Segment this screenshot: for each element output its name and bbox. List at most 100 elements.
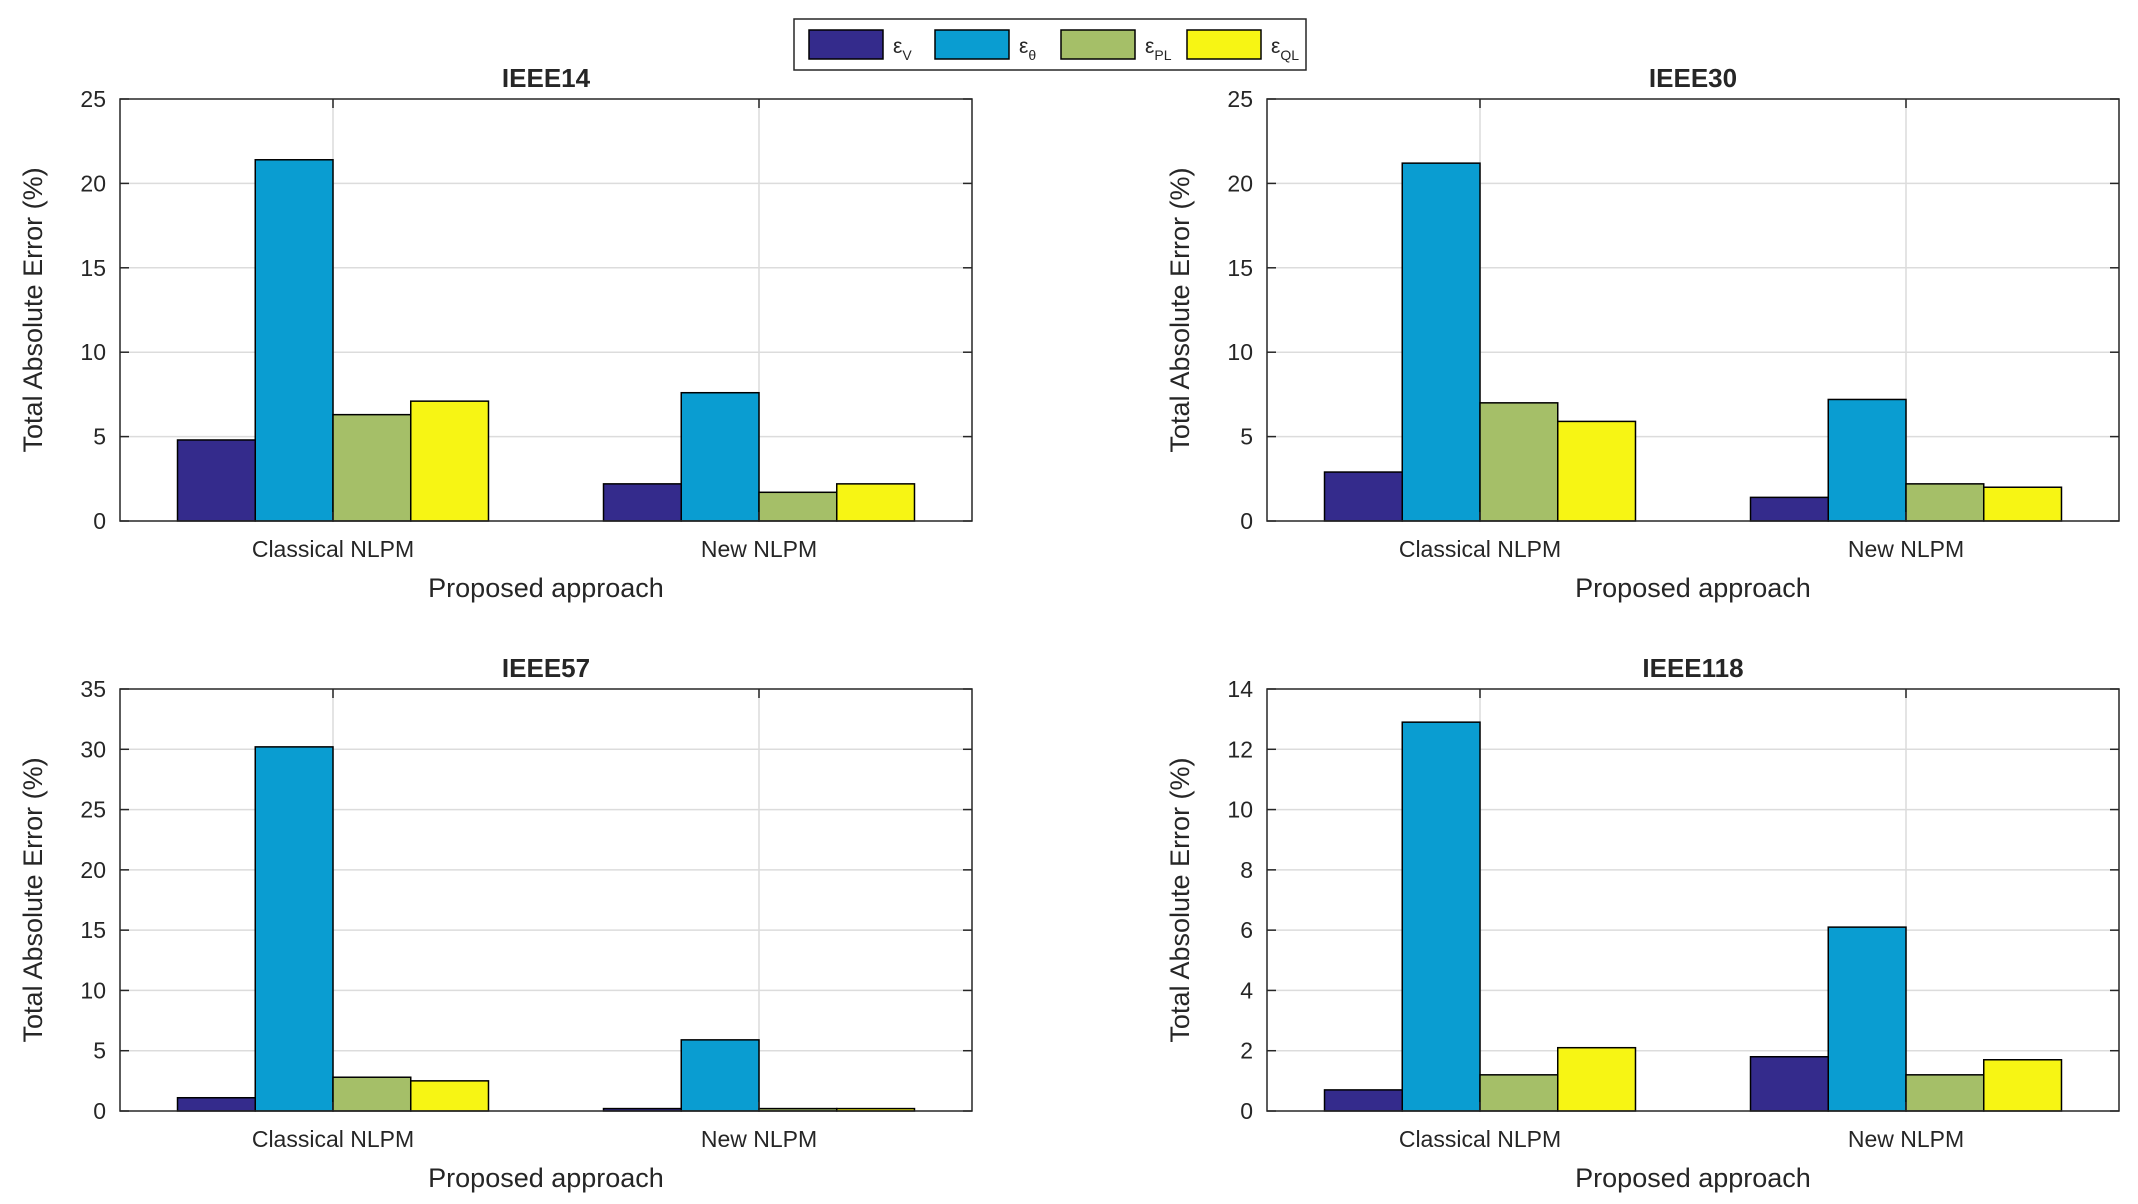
bar	[176, 439, 257, 522]
y-tick-label: 15	[80, 255, 106, 281]
bar	[1323, 471, 1404, 522]
y-tick-label: 5	[1240, 424, 1253, 450]
x-axis-label: Proposed approach	[1575, 1163, 1811, 1193]
chart-panel: 0 5 10 15 20 25 Classical NLPM New NLPM IEEE14 Pr…	[18, 63, 973, 603]
legend-label: εV	[893, 35, 912, 63]
chart-title: IEEE30	[1649, 63, 1737, 93]
y-axis-label: Total Absolute Error (%)	[1165, 757, 1195, 1042]
legend-swatch	[934, 29, 1010, 60]
x-tick-label: Classical NLPM	[252, 536, 414, 562]
y-axis-label: Total Absolute Error (%)	[18, 167, 48, 452]
bar	[1827, 926, 1907, 1112]
axes-box	[119, 98, 973, 522]
x-axis-label: Proposed approach	[428, 573, 664, 603]
y-tick-label: 10	[80, 977, 106, 1003]
y-tick-label: 25	[80, 797, 106, 823]
bar	[1323, 1089, 1404, 1112]
bar	[332, 1076, 412, 1112]
bar	[254, 159, 334, 522]
chart-title: IEEE14	[502, 63, 591, 93]
chart-title: IEEE118	[1642, 653, 1743, 683]
y-tick-label: 0	[1240, 1098, 1253, 1124]
x-axis-label: Proposed approach	[428, 1163, 664, 1193]
y-tick-label: 8	[1240, 857, 1253, 883]
bar	[602, 483, 683, 522]
chart-panel: 0 5 10 15 20 25 Classical NLPM New NLPM IEEE30 Pr…	[1165, 63, 2120, 603]
bar	[680, 1039, 760, 1112]
y-tick-label: 25	[80, 86, 106, 112]
y-tick-label: 0	[93, 1098, 106, 1124]
y-tick-label: 12	[1227, 736, 1253, 762]
bar	[1401, 721, 1481, 1112]
bar	[1982, 486, 2063, 522]
legend-subscript: V	[902, 47, 912, 63]
bar	[332, 413, 412, 522]
bar	[254, 746, 334, 1112]
x-tick-label: Classical NLPM	[1399, 1126, 1561, 1152]
bar	[1749, 1055, 1830, 1112]
legend-symbol: ε	[1271, 35, 1280, 58]
bar	[680, 391, 760, 522]
legend-label: εPL	[1145, 35, 1172, 63]
bar	[1827, 398, 1907, 522]
bar	[835, 483, 916, 522]
legend-swatch	[1060, 29, 1136, 60]
axes-box	[1266, 98, 2120, 522]
y-tick-label: 6	[1240, 917, 1253, 943]
chart-panel: 0 5 10 15 20 25 30 35 Classical NLPM New NLPM IEEE…	[18, 653, 973, 1193]
y-tick-label: 10	[80, 339, 106, 365]
y-tick-label: 2	[1240, 1038, 1253, 1064]
y-tick-label: 0	[93, 508, 106, 534]
x-tick-label: Classical NLPM	[252, 1126, 414, 1152]
bar	[409, 1080, 490, 1112]
legend-swatch	[808, 29, 884, 60]
bar	[1479, 1074, 1559, 1112]
y-tick-label: 15	[1227, 255, 1253, 281]
bar	[1401, 162, 1481, 522]
legend-symbol: ε	[1019, 35, 1028, 58]
y-tick-label: 0	[1240, 508, 1253, 534]
bar	[1905, 483, 1985, 522]
y-tick-label: 25	[1227, 86, 1253, 112]
bar	[409, 400, 490, 522]
legend-symbol: ε	[893, 35, 902, 58]
bar	[1749, 496, 1830, 522]
legend-subscript: θ	[1028, 47, 1036, 63]
legend: εV εθ εPL εQL	[793, 18, 1307, 71]
legend-swatch	[1186, 29, 1262, 60]
bar	[1905, 1074, 1985, 1112]
bar	[1982, 1059, 2063, 1112]
y-tick-label: 20	[80, 857, 106, 883]
x-tick-label: Classical NLPM	[1399, 536, 1561, 562]
y-axis-label: Total Absolute Error (%)	[18, 757, 48, 1042]
legend-label: εQL	[1271, 35, 1299, 63]
chart-panel: 0 2 4 6 8 10 12 14 Classical NLPM New NLPM IEEE118…	[1165, 653, 2120, 1193]
x-axis-label: Proposed approach	[1575, 573, 1811, 603]
x-tick-label: New NLPM	[701, 1126, 817, 1152]
axes-box	[119, 688, 973, 1112]
legend-subscript: QL	[1280, 47, 1299, 63]
bar	[176, 1096, 257, 1112]
y-tick-label: 15	[80, 917, 106, 943]
y-axis-label: Total Absolute Error (%)	[1165, 167, 1195, 452]
axes-box	[1266, 688, 2120, 1112]
y-tick-label: 35	[80, 676, 106, 702]
y-tick-label: 30	[80, 736, 106, 762]
legend-symbol: ε	[1145, 35, 1154, 58]
bar	[758, 491, 838, 522]
y-tick-label: 14	[1227, 676, 1253, 702]
y-tick-label: 20	[1227, 170, 1253, 196]
chart-title: IEEE57	[502, 653, 590, 683]
bar	[1479, 402, 1559, 522]
legend-subscript: PL	[1154, 47, 1171, 63]
y-tick-label: 10	[1227, 339, 1253, 365]
bar	[1556, 1046, 1637, 1112]
x-tick-label: New NLPM	[1848, 1126, 1964, 1152]
y-tick-label: 5	[93, 424, 106, 450]
x-tick-label: New NLPM	[1848, 536, 1964, 562]
y-tick-label: 4	[1240, 977, 1253, 1003]
y-tick-label: 20	[80, 170, 106, 196]
bar	[1556, 420, 1637, 522]
